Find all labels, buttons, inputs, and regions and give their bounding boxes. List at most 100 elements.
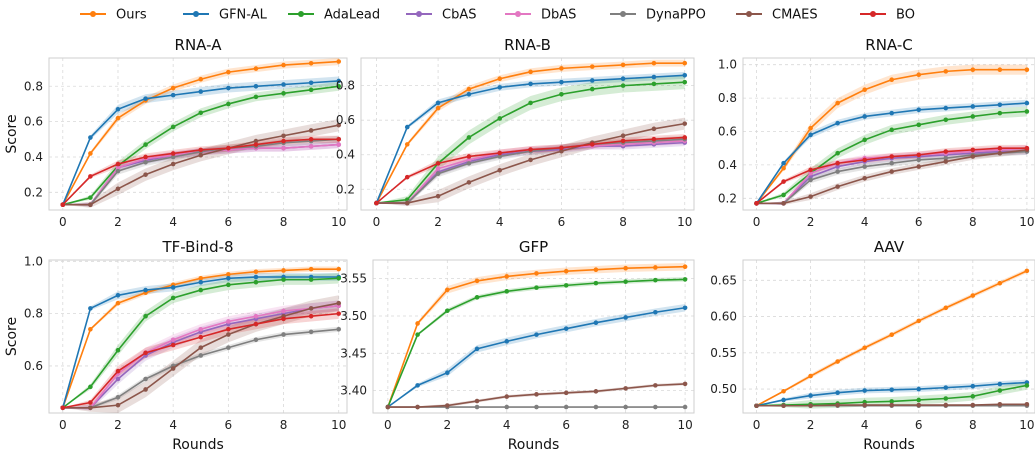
- data-point: [653, 404, 658, 410]
- series-bo: [60, 311, 342, 411]
- data-point: [170, 337, 176, 343]
- data-point: [559, 79, 564, 85]
- data-point: [198, 353, 204, 358]
- legend-marker: [416, 11, 422, 17]
- x-tick-label: 4: [169, 215, 177, 229]
- data-point: [889, 110, 895, 116]
- legend-label: CMAES: [772, 8, 818, 23]
- data-point: [115, 115, 121, 121]
- data-point: [1024, 109, 1030, 114]
- data-point: [781, 179, 786, 184]
- panel-rna-b: 0 2 4 6 8 10 0.2 0.4 0.6 0.8 RNA-B: [336, 36, 695, 229]
- data-point: [997, 145, 1003, 151]
- data-point: [916, 318, 922, 324]
- plot-frame: [360, 57, 695, 211]
- legend-item-gfn-al: GFN-AL: [183, 8, 268, 23]
- panel-title: GFP: [519, 238, 548, 256]
- data-point: [143, 387, 148, 392]
- data-point: [889, 160, 895, 166]
- data-point: [308, 277, 314, 282]
- data-point: [115, 165, 121, 170]
- data-point: [336, 327, 342, 332]
- data-point: [415, 383, 420, 388]
- data-point: [143, 287, 148, 293]
- data-point: [943, 402, 949, 408]
- data-point: [534, 404, 539, 410]
- data-point: [226, 101, 231, 107]
- legend-marker: [90, 11, 96, 17]
- data-point: [781, 160, 786, 166]
- legend-label: GFN-AL: [219, 8, 268, 23]
- data-point: [170, 92, 176, 98]
- data-point: [474, 404, 480, 410]
- data-point: [143, 376, 148, 382]
- legend-item-cbas: CbAS: [406, 8, 476, 23]
- data-point: [682, 264, 688, 270]
- y-tick-label: 0.4: [718, 158, 737, 172]
- data-point: [559, 148, 564, 154]
- data-point: [226, 69, 231, 75]
- data-point: [943, 105, 949, 111]
- data-point: [336, 59, 342, 64]
- data-point: [497, 154, 503, 159]
- legend-item-adalead: AdaLead: [288, 8, 380, 23]
- data-point: [835, 160, 840, 166]
- data-point: [620, 76, 626, 82]
- data-point: [534, 285, 539, 290]
- legend-marker: [870, 11, 876, 17]
- data-point: [170, 124, 176, 130]
- panel-aav: 0 2 4 6 8 10 0.50 0.55 0.60 0.65 AAV Rounds: [710, 238, 1035, 453]
- data-point: [143, 172, 148, 177]
- data-point: [835, 359, 840, 364]
- data-point: [88, 384, 93, 390]
- data-point: [445, 370, 450, 375]
- data-point: [808, 132, 813, 138]
- x-tick-label: 0: [59, 418, 67, 432]
- band-adalead: [62, 81, 339, 205]
- legend-label: DynaPPO: [646, 8, 706, 23]
- data-point: [504, 274, 510, 279]
- y-tick-label: 0.6: [718, 124, 737, 138]
- data-point: [620, 133, 626, 139]
- data-point: [170, 161, 176, 167]
- data-point: [889, 387, 895, 393]
- data-point: [916, 402, 922, 408]
- data-point: [497, 150, 503, 156]
- data-point: [754, 201, 759, 206]
- data-point: [862, 175, 867, 181]
- data-point: [682, 381, 688, 387]
- data-point: [970, 147, 976, 153]
- x-tick-label: 10: [1019, 215, 1034, 229]
- series-layer: [754, 268, 1030, 409]
- data-point: [916, 157, 922, 163]
- data-point: [862, 164, 867, 169]
- data-point: [226, 327, 231, 332]
- data-point: [308, 144, 314, 149]
- data-point: [336, 78, 342, 84]
- band-cmaes: [756, 146, 1027, 205]
- data-point: [226, 332, 231, 337]
- y-tick-label: 0.8: [336, 79, 355, 93]
- data-point: [528, 157, 533, 163]
- data-point: [336, 137, 342, 142]
- data-point: [970, 114, 976, 119]
- x-tick-label: 8: [280, 418, 288, 432]
- data-point: [170, 366, 176, 371]
- data-point: [563, 404, 569, 410]
- data-point: [253, 274, 259, 280]
- data-point: [415, 404, 420, 410]
- data-point: [115, 106, 121, 112]
- y-tick-label: 0.2: [24, 185, 43, 199]
- data-point: [466, 161, 472, 166]
- data-point: [226, 319, 231, 324]
- data-point: [943, 396, 949, 401]
- x-tick-label: 4: [503, 418, 511, 432]
- legend-marker: [515, 11, 521, 17]
- data-point: [170, 154, 176, 160]
- legend-item-dbas: DbAS: [505, 8, 576, 23]
- x-tick-label: 2: [807, 418, 815, 432]
- panel-title: RNA-B: [504, 36, 551, 54]
- data-point: [620, 83, 626, 88]
- data-point: [198, 287, 204, 293]
